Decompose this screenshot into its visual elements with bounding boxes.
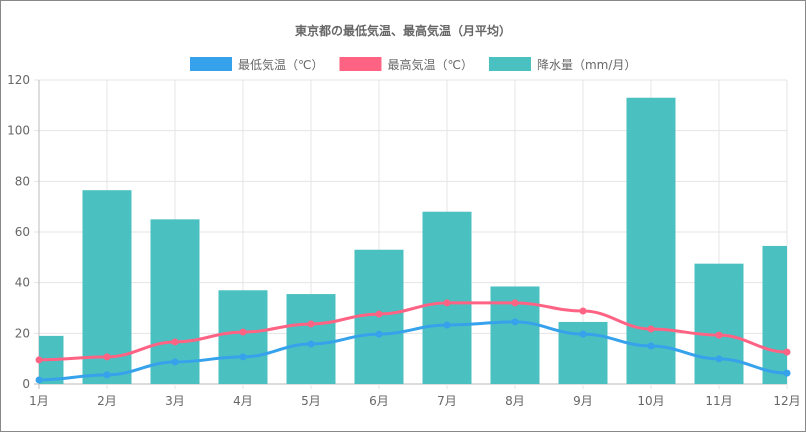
data-point: [647, 325, 655, 333]
legend-label: 降水量（mm/月）: [537, 58, 636, 72]
legend-swatch: [190, 57, 232, 71]
data-point: [171, 338, 179, 346]
x-tick-label: 10月: [637, 394, 664, 408]
data-point: [103, 371, 111, 379]
data-point: [579, 330, 587, 338]
data-point: [103, 353, 111, 361]
x-tick-label: 9月: [573, 394, 593, 408]
legend-swatch: [339, 57, 382, 71]
data-point: [375, 330, 383, 338]
data-point: [511, 299, 519, 307]
data-point: [239, 328, 247, 336]
x-tick-label: 8月: [505, 394, 525, 408]
data-point: [715, 331, 723, 339]
y-tick-label: 0: [22, 377, 30, 391]
data-point: [647, 342, 655, 350]
data-point: [579, 307, 587, 315]
y-tick-label: 120: [7, 73, 30, 87]
data-point: [511, 318, 519, 326]
data-point: [307, 340, 315, 348]
data-point: [715, 355, 723, 363]
data-point: [239, 353, 247, 361]
y-tick-label: 100: [7, 124, 30, 138]
data-point: [375, 310, 383, 318]
x-tick-label: 1月: [29, 394, 49, 408]
x-tick-label: 5月: [301, 394, 321, 408]
y-tick-label: 20: [15, 326, 30, 340]
bar: [82, 190, 132, 384]
x-tick-label: 2月: [97, 394, 117, 408]
x-tick-label: 11月: [705, 394, 732, 408]
data-point: [307, 320, 315, 328]
data-point: [171, 358, 179, 366]
data-point: [35, 356, 43, 364]
x-tick-label: 3月: [165, 394, 185, 408]
legend-swatch: [488, 57, 531, 71]
y-tick-label: 60: [15, 225, 30, 239]
bar: [694, 263, 744, 384]
data-point: [35, 376, 43, 384]
axes: 0 20 40 60 80 100 120 1月 2月 3月 4月 5月 6月 7月 8月 9月 10月 11月 1…: [7, 73, 801, 408]
legend-label: 最高気温（℃）: [387, 57, 472, 72]
y-tick-label: 40: [15, 276, 30, 290]
bar: [626, 97, 676, 384]
legend: 最低気温（℃） 最高気温（℃） 降水量（mm/月）: [190, 57, 636, 72]
data-point: [783, 348, 791, 356]
x-tick-label: 4月: [233, 394, 253, 408]
bar: [286, 294, 336, 384]
bar: [218, 290, 268, 384]
x-tick-label: 12月: [773, 394, 800, 408]
data-point: [783, 369, 791, 377]
series-line: [38, 301, 788, 362]
bar-series: [39, 97, 787, 384]
series-line: [38, 320, 788, 382]
y-tick-label: 80: [15, 174, 30, 188]
line-series: [35, 299, 791, 384]
data-point: [443, 299, 451, 307]
legend-label: 最低気温（℃）: [238, 57, 323, 72]
bar: [422, 211, 472, 384]
bar: [762, 245, 787, 384]
data-point: [443, 321, 451, 329]
x-tick-label: 6月: [369, 394, 389, 408]
bar: [150, 219, 200, 384]
x-tick-label: 7月: [437, 394, 457, 408]
chart-title: 東京都の最低気温、最高気温（月平均）: [295, 23, 511, 38]
